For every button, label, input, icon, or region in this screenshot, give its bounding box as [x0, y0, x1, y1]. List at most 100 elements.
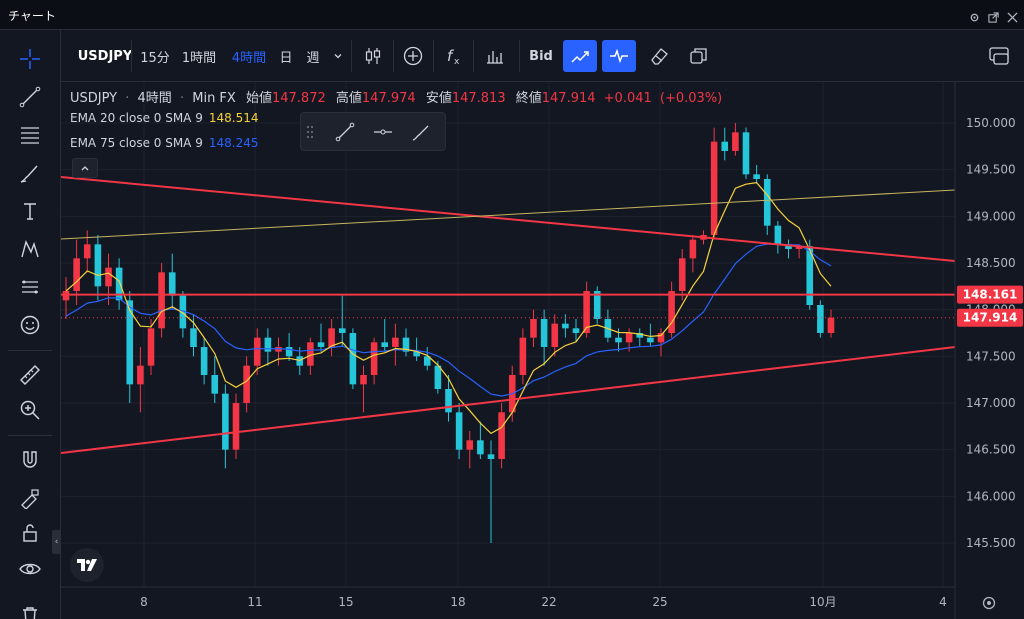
- candle-body: [572, 328, 580, 333]
- lock-drawings-icon[interactable]: [14, 482, 46, 512]
- toolbar-divider: [473, 40, 474, 72]
- candles-icon[interactable]: [357, 40, 389, 72]
- candle-body: [62, 291, 70, 301]
- price-tick-label: 149.500: [966, 163, 1016, 177]
- price-tick-label: 149.000: [966, 209, 1016, 223]
- price-type-button[interactable]: Bid: [529, 48, 553, 64]
- floating-drawing-toolbar: [300, 112, 446, 151]
- candle-body: [445, 389, 452, 413]
- template-icon[interactable]: [683, 40, 715, 72]
- candle-body: [806, 246, 814, 305]
- settings-icon[interactable]: [969, 8, 980, 22]
- compare-icon[interactable]: [397, 40, 429, 72]
- timeframe-dropdown-icon[interactable]: [329, 40, 347, 72]
- horizontal-line-icon[interactable]: [369, 119, 397, 145]
- time-tick-label: 10月: [809, 595, 836, 609]
- popout-icon[interactable]: [988, 8, 999, 23]
- ema20-line: [65, 182, 832, 435]
- close-label: 終値: [515, 91, 542, 106]
- ruler-icon[interactable]: [14, 360, 46, 390]
- fib-retracement-icon[interactable]: [14, 120, 46, 150]
- candle-body: [689, 239, 697, 259]
- change-percent: (+0.03%): [659, 91, 723, 106]
- close-icon[interactable]: [1007, 8, 1018, 23]
- price-label: 147.914: [963, 311, 1018, 325]
- toolbar-divider: [433, 40, 434, 72]
- trend-line-icon[interactable]: [331, 119, 359, 145]
- indicator-ema75[interactable]: EMA 75 close 0 SMA 9 148.245: [70, 136, 258, 150]
- candle-body: [168, 272, 176, 296]
- candle-body: [732, 132, 739, 151]
- candle-body: [625, 333, 633, 343]
- candle-body: [678, 258, 686, 291]
- support-trend-line: [60, 346, 956, 454]
- axis-settings-icon[interactable]: [982, 596, 996, 610]
- price-tick-label: 148.500: [966, 256, 1016, 270]
- layout-icon[interactable]: [983, 40, 1015, 72]
- trash-icon[interactable]: [14, 600, 46, 619]
- legend-symbol[interactable]: USDJPY: [70, 91, 118, 106]
- candle-body: [360, 375, 367, 385]
- candle-body: [200, 347, 208, 375]
- text-icon[interactable]: [14, 196, 46, 226]
- indicator-ema20[interactable]: EMA 20 close 0 SMA 9 148.514: [70, 111, 258, 125]
- ema75-line: [65, 243, 832, 397]
- time-tick-label: 15: [338, 595, 353, 609]
- price-tick-label: 150.000: [966, 116, 1016, 130]
- candle-body: [147, 328, 155, 366]
- timeframe-day[interactable]: 日: [279, 50, 293, 66]
- unlock-icon[interactable]: [14, 518, 46, 548]
- candle-body: [179, 295, 187, 329]
- candle-body: [94, 244, 102, 287]
- zoom-in-icon[interactable]: [14, 395, 46, 425]
- timeframe-15m[interactable]: 15分: [140, 50, 170, 66]
- eye-icon[interactable]: [14, 554, 46, 584]
- emoji-icon[interactable]: [14, 310, 46, 340]
- timeframe-4h[interactable]: 4時間: [231, 50, 267, 66]
- magnet-icon[interactable]: [14, 445, 46, 475]
- price-axis[interactable]: [955, 82, 1024, 619]
- candle-body: [795, 246, 803, 249]
- drag-handle-icon[interactable]: [303, 119, 317, 145]
- candlestick-chart[interactable]: 150.500150.000149.500149.000148.500148.0…: [60, 69, 1024, 619]
- symbol-search-button[interactable]: USDJPY: [77, 48, 133, 64]
- high-label: 高値: [335, 91, 362, 106]
- prediction-icon[interactable]: [14, 272, 46, 302]
- svg-text:f: f: [447, 47, 455, 65]
- chart-pane[interactable]: 150.500150.000149.500149.000148.500148.0…: [60, 69, 1024, 619]
- candle-body: [593, 291, 601, 319]
- candle-body: [285, 347, 293, 357]
- candle-body: [615, 337, 622, 343]
- candle-body: [381, 342, 389, 347]
- pulse-active-icon[interactable]: [602, 40, 636, 72]
- trend-line-icon[interactable]: [14, 82, 46, 112]
- candle-body: [487, 454, 495, 459]
- ohlc-legend: USDJPY · 4時間 · Min FX 始値147.872 高値147.97…: [70, 91, 723, 106]
- toolbar-divider: [8, 435, 52, 436]
- candle-body: [349, 333, 357, 385]
- candle-body: [434, 365, 442, 389]
- trend-active-icon[interactable]: [563, 40, 597, 72]
- candle-body: [785, 244, 792, 249]
- collapse-legend-button[interactable]: [72, 158, 98, 178]
- time-tick-label: 4: [939, 595, 947, 609]
- price-label: 148.161: [963, 288, 1018, 302]
- brush-icon[interactable]: [14, 158, 46, 188]
- time-tick-label: 22: [541, 595, 556, 609]
- crosshair-icon[interactable]: [14, 44, 46, 74]
- timeframe-week[interactable]: 週: [306, 50, 320, 66]
- strategy-icon[interactable]: [479, 40, 511, 72]
- candle-body: [540, 319, 548, 347]
- collapse-toolbar-icon[interactable]: ‹: [52, 530, 61, 554]
- window-title-bar: チャート: [0, 0, 1024, 30]
- indicator-value: 148.514: [208, 111, 259, 125]
- brush-icon[interactable]: [407, 119, 435, 145]
- candle-body: [211, 375, 219, 394]
- eraser-icon[interactable]: [643, 40, 675, 72]
- timeframe-1h[interactable]: 1時間: [181, 50, 217, 66]
- candle-body: [657, 333, 665, 343]
- pattern-icon[interactable]: [14, 234, 46, 264]
- high-value: 147.974: [361, 91, 416, 106]
- tradingview-logo[interactable]: [70, 548, 104, 582]
